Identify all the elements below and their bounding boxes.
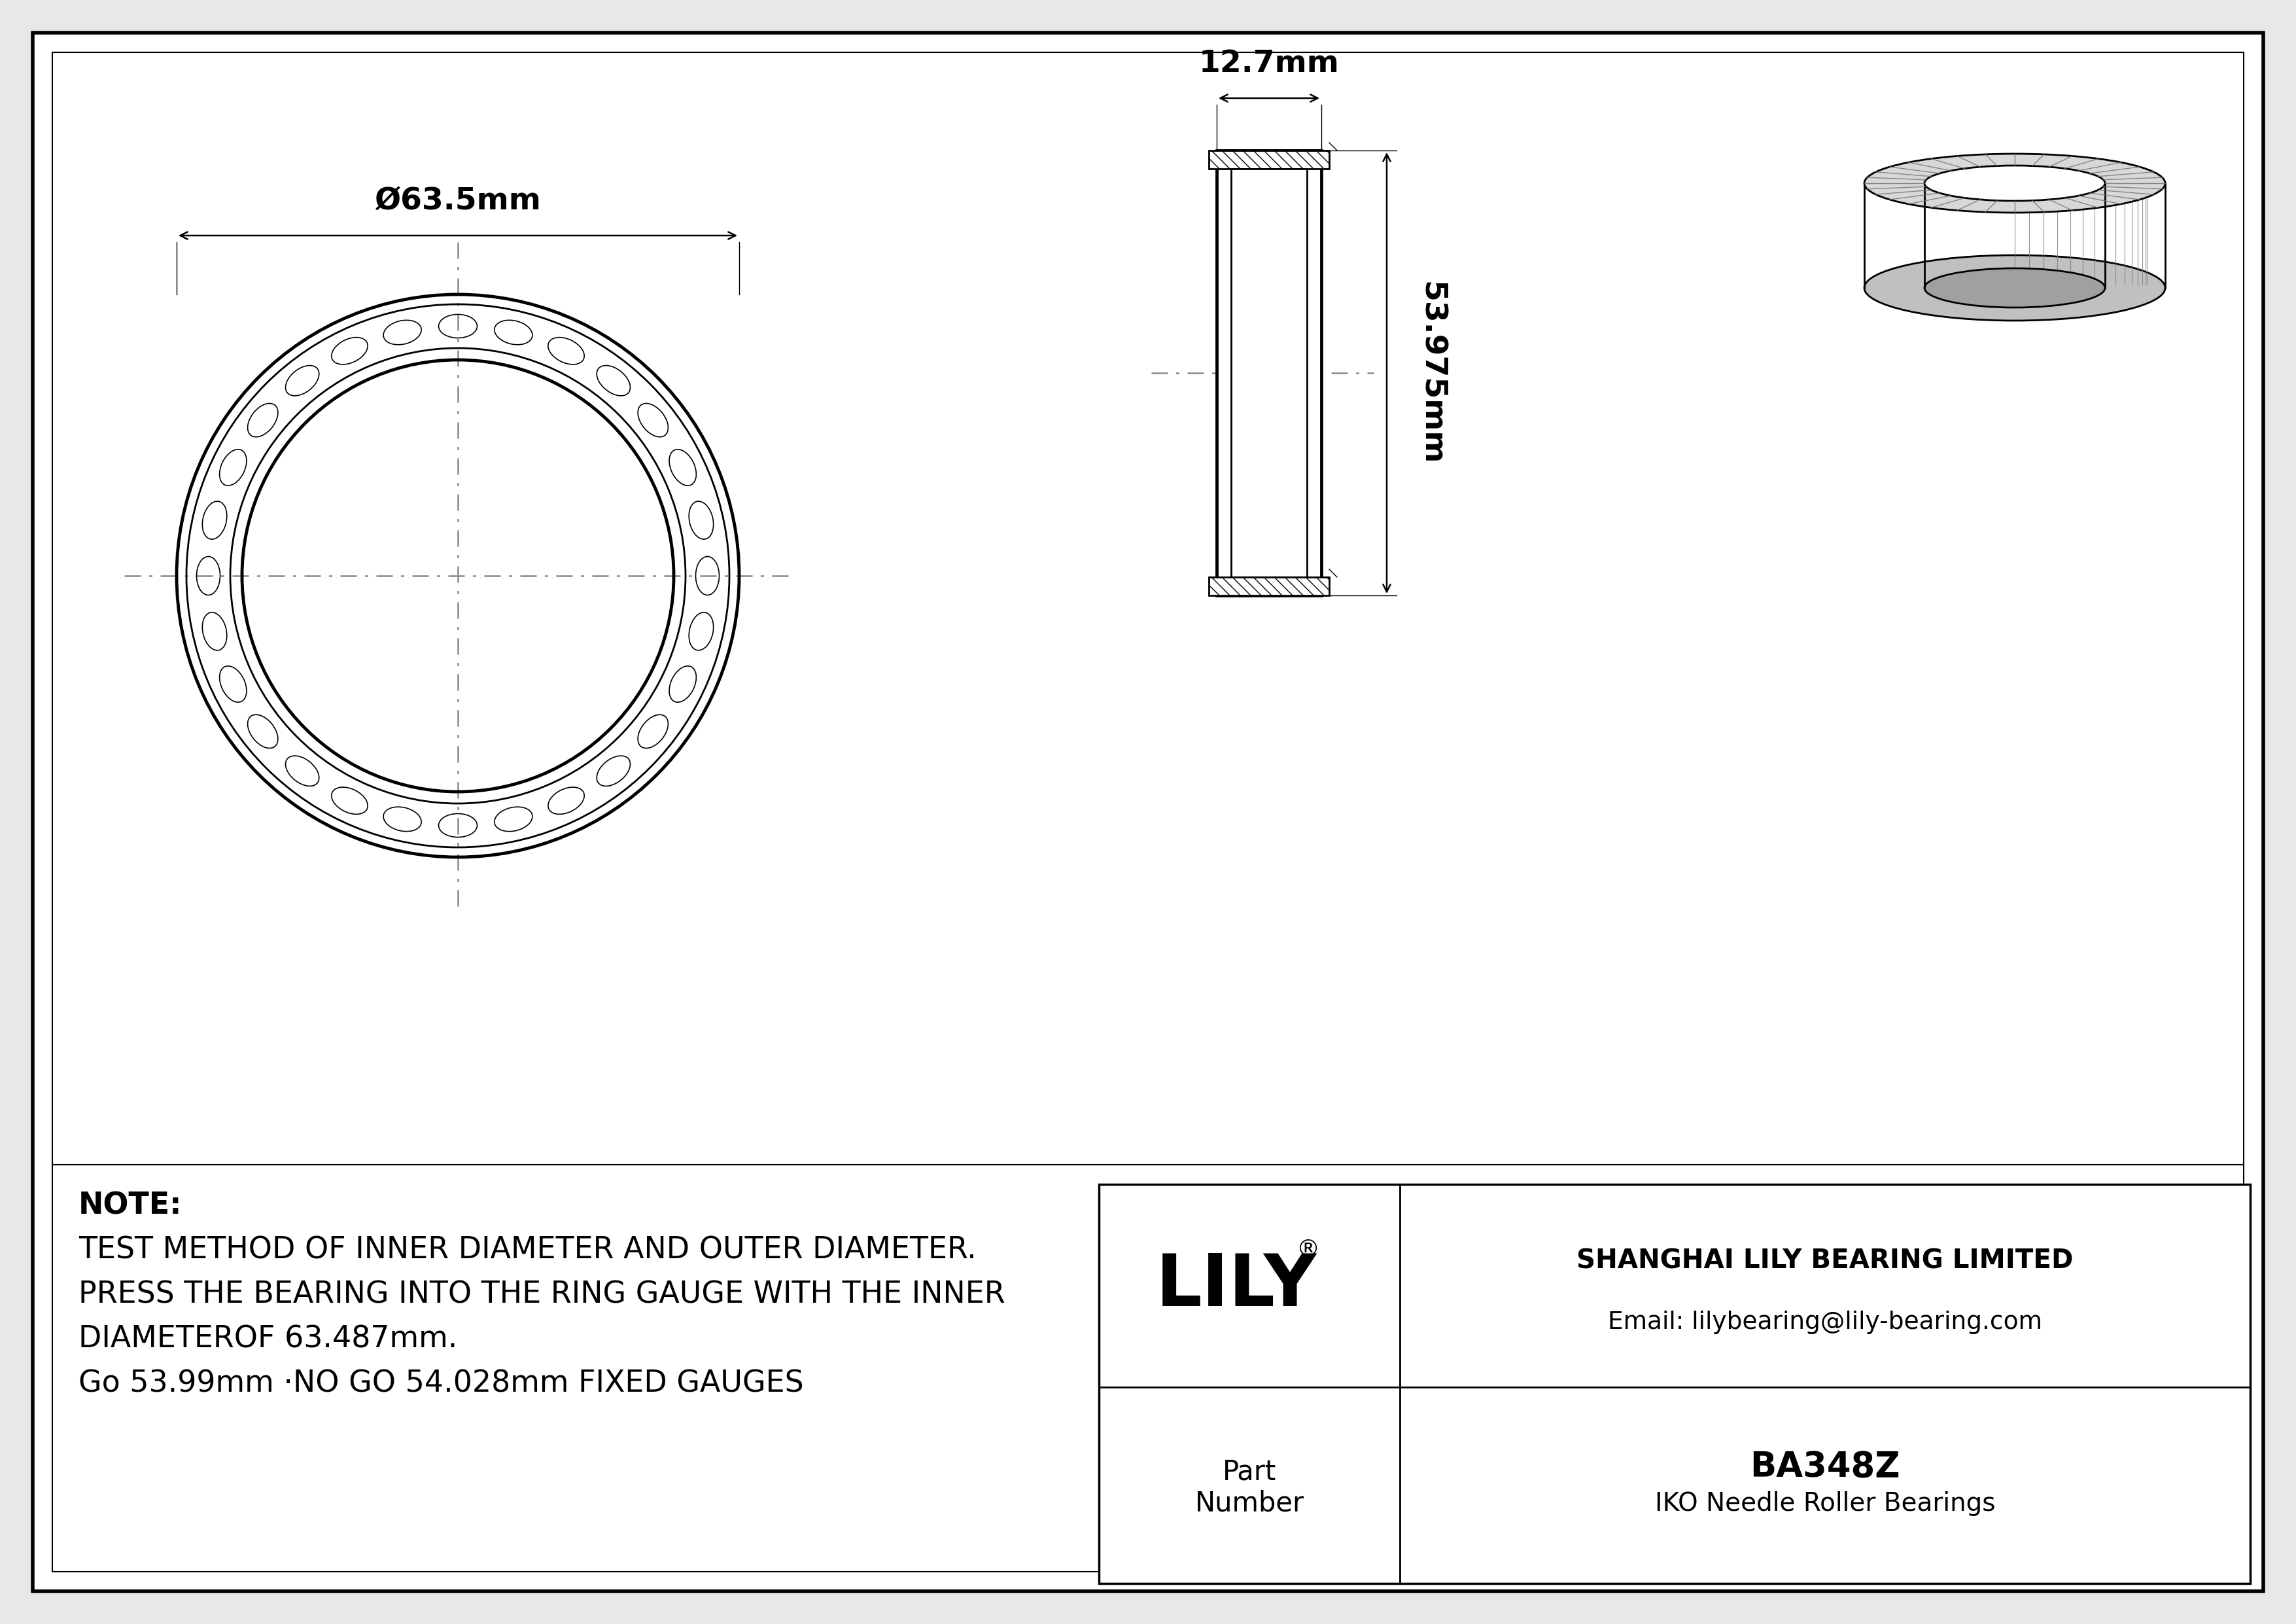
Ellipse shape	[1864, 154, 2165, 213]
Text: Email: lilybearing@lily-bearing.com: Email: lilybearing@lily-bearing.com	[1607, 1311, 2041, 1333]
Text: IKO Needle Roller Bearings: IKO Needle Roller Bearings	[1655, 1491, 1995, 1517]
Text: Number: Number	[1194, 1489, 1304, 1517]
Text: DIAMETEROF 63.487mm.: DIAMETEROF 63.487mm.	[78, 1324, 457, 1354]
Text: 12.7mm: 12.7mm	[1199, 49, 1339, 78]
Bar	[1100, 1184, 2250, 1583]
Text: Ø63.5mm: Ø63.5mm	[374, 187, 542, 216]
Bar	[1217, 151, 1320, 596]
Text: LILY: LILY	[1155, 1250, 1318, 1320]
Text: 53.975mm: 53.975mm	[1417, 281, 1446, 464]
Text: ®: ®	[1297, 1239, 1320, 1260]
Text: BA348Z: BA348Z	[1750, 1450, 1901, 1484]
Text: SHANGHAI LILY BEARING LIMITED: SHANGHAI LILY BEARING LIMITED	[1577, 1249, 2073, 1275]
Ellipse shape	[1924, 166, 2105, 201]
Text: NOTE:: NOTE:	[78, 1190, 181, 1220]
Bar	[1208, 577, 1329, 596]
Ellipse shape	[1924, 268, 2105, 307]
Text: PRESS THE BEARING INTO THE RING GAUGE WITH THE INNER: PRESS THE BEARING INTO THE RING GAUGE WI…	[78, 1280, 1006, 1309]
Text: Go 53.99mm ·NO GO 54.028mm FIXED GAUGES: Go 53.99mm ·NO GO 54.028mm FIXED GAUGES	[78, 1369, 804, 1398]
Text: TEST METHOD OF INNER DIAMETER AND OUTER DIAMETER.: TEST METHOD OF INNER DIAMETER AND OUTER …	[78, 1236, 976, 1265]
Text: Part: Part	[1221, 1458, 1277, 1486]
Ellipse shape	[1864, 255, 2165, 320]
Bar	[1208, 151, 1329, 169]
